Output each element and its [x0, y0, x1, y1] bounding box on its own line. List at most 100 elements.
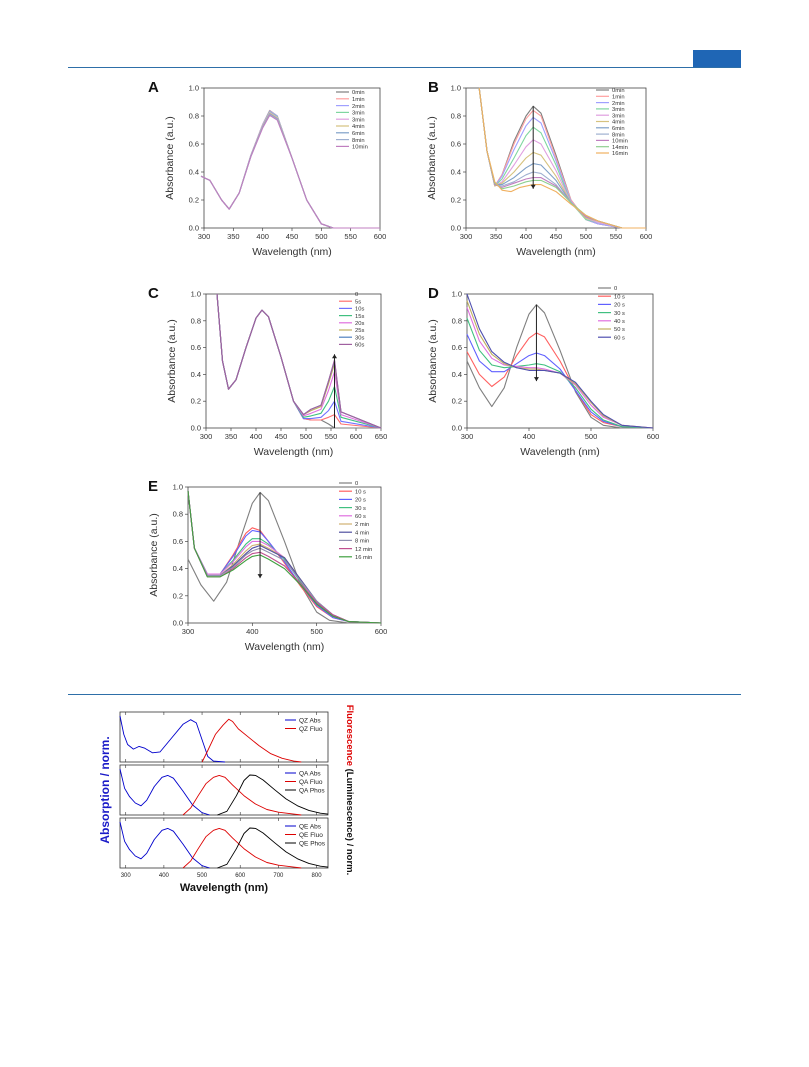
- panel-b-xtick-label: 350: [490, 232, 503, 241]
- spectra-legend-label: QZ Fluo: [299, 726, 323, 733]
- panel-d-series-line: [466, 332, 654, 429]
- panel-c-xtick-label: 600: [350, 432, 363, 441]
- panel-b-legend-label: 3min: [612, 107, 625, 113]
- spectra-xtick-label: 600: [235, 873, 246, 879]
- panel-b-ytick-label: 0.8: [451, 112, 461, 121]
- panel-a-xtick-label: 550: [344, 232, 357, 241]
- panel-d-legend-label: 50 s: [614, 327, 625, 333]
- spectra-xlabel: Wavelength (nm): [180, 882, 269, 894]
- spectra-legend-label: QA Fluo: [299, 779, 323, 786]
- panel-b-legend-label: 14min: [612, 145, 628, 151]
- panel-b-ytick-label: 1.0: [451, 84, 461, 93]
- panel-e-legend-label: 20 s: [355, 498, 366, 504]
- spectra-ylabel-left: Absorption / norm.: [98, 736, 112, 843]
- panel-d-series-line: [466, 333, 654, 429]
- spectra-series-line: [119, 768, 210, 816]
- panel-d-legend-label: 40 s: [614, 319, 625, 325]
- panel-d-legend-label: 20 s: [614, 303, 625, 309]
- panel-e-ytick-label: 1.0: [173, 483, 183, 492]
- panel-d-series-line: [466, 293, 654, 429]
- panel-c-legend-label: 30s: [355, 335, 364, 341]
- header-accent-tab: [693, 50, 741, 67]
- spectra-series-line: [182, 827, 302, 869]
- panel-b-letter: B: [428, 79, 439, 96]
- panel-d-chart: D 300 400 500 600 0.0 0.2 0.4 0.6 0.8 1.0 Wavelengt…: [427, 285, 660, 458]
- panel-c-series-line: [216, 293, 382, 429]
- panel-e-legend-label: 8 min: [355, 539, 369, 545]
- panel-e-letter: E: [148, 478, 158, 495]
- panel-a-legend-label: 1min: [352, 97, 365, 103]
- panel-d-ytick-label: 0.6: [452, 343, 462, 352]
- panel-a-ytick-label: 0.4: [189, 168, 199, 177]
- panel-e-xtick-label: 500: [310, 627, 323, 636]
- panel-d-arrowhead: [533, 377, 539, 382]
- spectra-xtick-label: 700: [273, 873, 284, 879]
- panel-e-legend-label: 60 s: [355, 514, 366, 520]
- panel-e-xtick-label: 600: [375, 627, 388, 636]
- spectra-series-line: [182, 774, 302, 816]
- panel-b-chart: B 300 350 400 450 500 550 600 0.0 0.2 0.4 0.6 0.8 1.0…: [426, 79, 652, 258]
- panel-d-ytick-label: 1.0: [452, 290, 462, 299]
- panel-d-xtick-label: 600: [647, 432, 660, 441]
- panel-c-legend-label: 5s: [355, 299, 361, 305]
- spectra-legend-label: QE Phos: [299, 841, 326, 848]
- panel-e-chart: E 300 400 500 600 0.0 0.2 0.4 0.6 0.8 1.0 Wavelengt…: [148, 478, 388, 653]
- panel-c-letter: C: [148, 285, 159, 302]
- spectra-legend-label: QE Abs: [299, 824, 322, 831]
- panel-e-ytick-label: 0.8: [173, 510, 183, 519]
- panel-c-legend-label: 10s: [355, 307, 364, 313]
- panel-a-xtick-label: 300: [198, 232, 211, 241]
- panel-e-legend-label: 2 min: [355, 522, 369, 528]
- panel-b-legend-label: 4min: [612, 120, 625, 126]
- panel-c-xlabel: Wavelength (nm): [254, 446, 334, 458]
- spectra-subplot-frame: [119, 711, 329, 763]
- panel-c-ytick-label: 0.8: [191, 316, 201, 325]
- panel-d-legend-label: 0: [614, 286, 617, 292]
- panel-a-legend-label: 4min: [352, 124, 365, 130]
- panel-b-legend-label: 0min: [612, 88, 625, 94]
- panel-a-letter: A: [148, 79, 159, 96]
- panel-a-legend-label: 0min: [352, 90, 365, 96]
- panel-e-ytick-label: 0.2: [173, 591, 183, 600]
- panel-b-xtick-label: 500: [580, 232, 593, 241]
- panel-c-ytick-label: 0.6: [191, 343, 201, 352]
- panel-b-legend-label: 2min: [612, 101, 625, 107]
- panel-d-letter: D: [428, 285, 439, 302]
- panel-a-xtick-label: 450: [286, 232, 299, 241]
- panel-c-xtick-label: 450: [275, 432, 288, 441]
- panel-d-legend-label: 60 s: [614, 335, 625, 341]
- panel-b-legend-label: 8min: [612, 132, 625, 138]
- panel-b-xlabel: Wavelength (nm): [516, 246, 596, 258]
- spectra-ylabel-right: Fluorescence (Luminescence) / norm.: [344, 705, 355, 876]
- panel-d-ytick-label: 0.0: [452, 424, 462, 433]
- panel-a-legend-label: 6min: [352, 131, 365, 137]
- spectra-xtick-label: 400: [159, 873, 170, 879]
- panel-a-ytick-label: 1.0: [189, 84, 199, 93]
- panel-c-legend-label: 25s: [355, 328, 364, 334]
- panel-a-legend-label: 2min: [352, 104, 365, 110]
- panel-b-xtick-label: 300: [460, 232, 473, 241]
- panel-a-ytick-label: 0.0: [189, 224, 199, 233]
- panel-c-frame: [205, 293, 382, 429]
- panel-b-legend-label: 3min: [612, 113, 625, 119]
- panel-a-xlabel: Wavelength (nm): [252, 246, 332, 258]
- panel-e-xlabel: Wavelength (nm): [245, 641, 325, 653]
- panel-e-series-line: [187, 491, 382, 624]
- panel-e-legend-label: 4 min: [355, 530, 369, 536]
- spectra-legend-label: QA Abs: [299, 771, 321, 778]
- panel-d-series-line: [466, 304, 653, 429]
- panel-a-ytick-label: 0.2: [189, 196, 199, 205]
- panel-b-ytick-label: 0.0: [451, 224, 461, 233]
- spectra-series-line: [217, 774, 329, 816]
- panel-d-legend-label: 10 s: [614, 294, 625, 300]
- section-rule: [68, 694, 741, 695]
- panel-b-legend-label: 1min: [612, 95, 625, 101]
- spectra-xtick-label: 800: [312, 873, 323, 879]
- panel-b-ytick-label: 0.2: [451, 196, 461, 205]
- panel-d-legend-label: 30 s: [614, 311, 625, 317]
- spectra-legend-label: QZ Abs: [299, 718, 321, 725]
- spectra-series-line: [217, 827, 329, 869]
- panel-e-ytick-label: 0.4: [173, 564, 183, 573]
- panel-a-legend-label: 3min: [352, 111, 365, 117]
- panel-c-ytick-label: 0.2: [191, 397, 201, 406]
